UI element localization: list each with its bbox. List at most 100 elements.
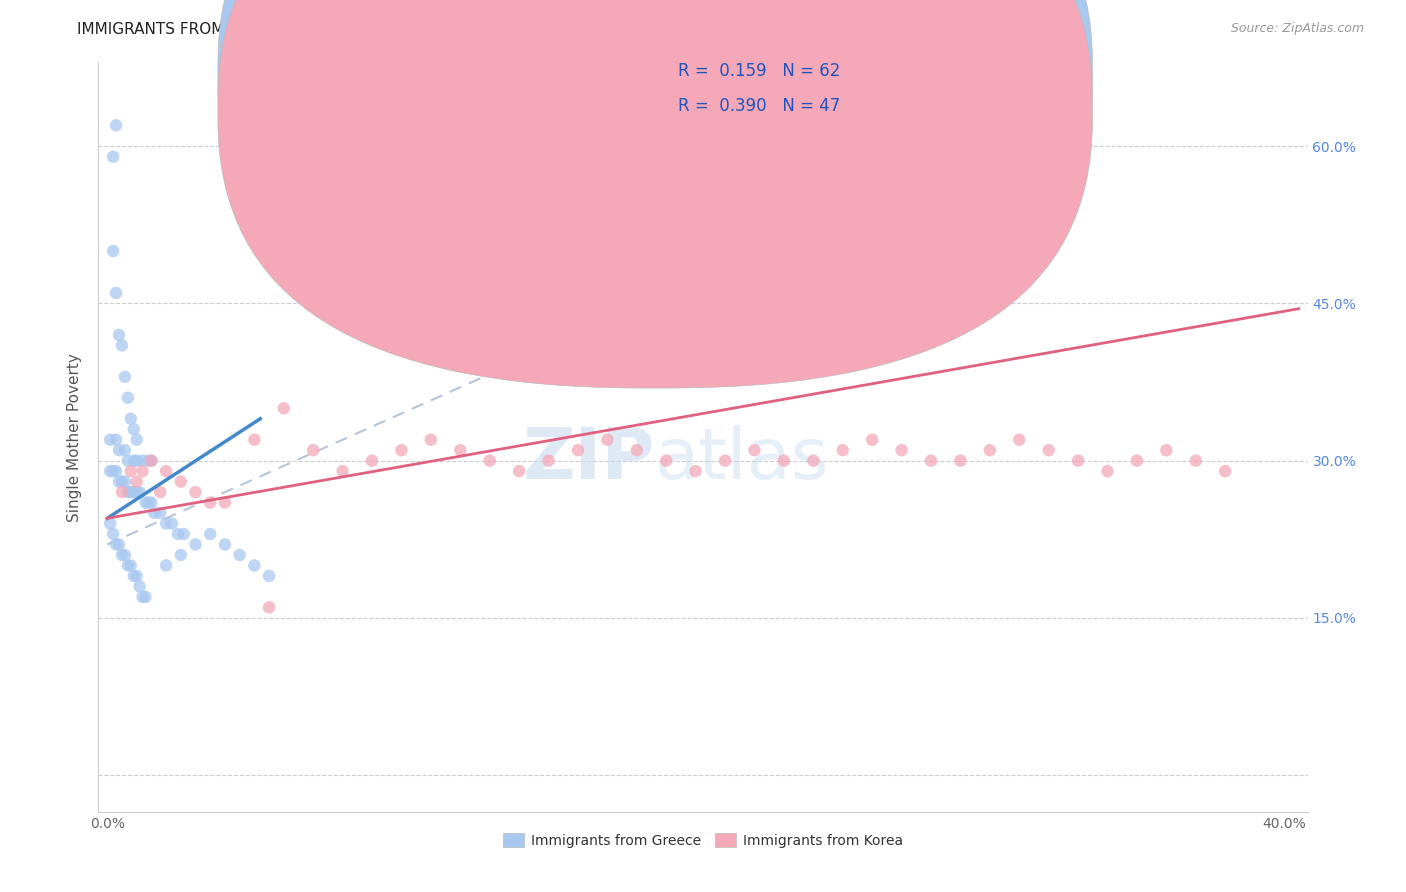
- Point: [114, 475, 136, 489]
- Point: [626, 443, 648, 458]
- Point: [1213, 464, 1236, 478]
- Point: [128, 485, 150, 500]
- Point: [1008, 433, 1031, 447]
- Point: [101, 244, 124, 258]
- Text: R =  0.390   N = 47: R = 0.390 N = 47: [678, 97, 839, 115]
- Point: [111, 475, 134, 489]
- Point: [114, 443, 136, 458]
- Point: [117, 453, 139, 467]
- Point: [155, 516, 177, 531]
- Point: [141, 453, 163, 467]
- Point: [200, 527, 222, 541]
- Point: [125, 569, 148, 583]
- Point: [567, 443, 589, 458]
- Point: [273, 401, 295, 416]
- Point: [184, 537, 207, 551]
- Point: [155, 558, 177, 573]
- Point: [111, 485, 134, 500]
- Point: [120, 485, 142, 500]
- Point: [1097, 464, 1119, 478]
- Point: [131, 464, 153, 478]
- Point: [122, 569, 145, 583]
- Point: [125, 453, 148, 467]
- Point: [117, 485, 139, 500]
- Point: [744, 443, 766, 458]
- Point: [138, 453, 160, 467]
- Point: [105, 118, 128, 132]
- Point: [108, 327, 131, 342]
- Point: [361, 453, 384, 467]
- Point: [1361, 181, 1384, 195]
- Point: [714, 453, 737, 467]
- Point: [128, 579, 150, 593]
- Point: [332, 464, 354, 478]
- Point: [478, 453, 501, 467]
- Point: [149, 485, 172, 500]
- Point: [122, 485, 145, 500]
- Point: [131, 453, 153, 467]
- Point: [979, 443, 1001, 458]
- Point: [1184, 453, 1206, 467]
- Point: [101, 464, 124, 478]
- Point: [98, 433, 121, 447]
- Point: [419, 433, 441, 447]
- Point: [860, 433, 883, 447]
- Point: [166, 527, 188, 541]
- Point: [101, 150, 124, 164]
- Point: [1126, 453, 1149, 467]
- Point: [685, 464, 707, 478]
- Point: [131, 590, 153, 604]
- Point: [141, 495, 163, 509]
- Point: [105, 537, 128, 551]
- Point: [449, 443, 471, 458]
- Point: [160, 516, 183, 531]
- Point: [111, 338, 134, 352]
- Point: [122, 453, 145, 467]
- Y-axis label: Single Mother Poverty: Single Mother Poverty: [67, 352, 83, 522]
- Point: [949, 453, 972, 467]
- Point: [243, 433, 266, 447]
- Point: [508, 464, 530, 478]
- Point: [125, 475, 148, 489]
- Text: IMMIGRANTS FROM GREECE VS IMMIGRANTS FROM KOREA SINGLE MOTHER POVERTY CORRELATIO: IMMIGRANTS FROM GREECE VS IMMIGRANTS FRO…: [77, 22, 901, 37]
- Point: [214, 537, 236, 551]
- Point: [98, 516, 121, 531]
- Point: [257, 569, 280, 583]
- Point: [105, 285, 128, 300]
- Point: [125, 485, 148, 500]
- Point: [596, 433, 619, 447]
- Point: [1156, 443, 1178, 458]
- Point: [920, 453, 942, 467]
- Point: [101, 527, 124, 541]
- Text: Source: ZipAtlas.com: Source: ZipAtlas.com: [1230, 22, 1364, 36]
- Point: [134, 495, 156, 509]
- Point: [773, 453, 796, 467]
- Point: [149, 506, 172, 520]
- Point: [111, 548, 134, 562]
- Point: [170, 475, 193, 489]
- Point: [98, 464, 121, 478]
- Point: [243, 558, 266, 573]
- Point: [537, 453, 560, 467]
- Point: [114, 369, 136, 384]
- Point: [108, 537, 131, 551]
- Point: [120, 464, 142, 478]
- Point: [108, 443, 131, 458]
- Point: [257, 600, 280, 615]
- Point: [655, 453, 678, 467]
- Point: [302, 443, 325, 458]
- Point: [105, 433, 128, 447]
- Point: [141, 453, 163, 467]
- Point: [173, 527, 195, 541]
- Point: [214, 495, 236, 509]
- Point: [138, 495, 160, 509]
- Point: [108, 475, 131, 489]
- Point: [200, 495, 222, 509]
- Point: [831, 443, 853, 458]
- Point: [184, 485, 207, 500]
- Text: R =  0.159   N = 62: R = 0.159 N = 62: [678, 62, 839, 79]
- Point: [125, 433, 148, 447]
- Text: ZIP: ZIP: [523, 425, 655, 494]
- Point: [391, 443, 413, 458]
- Point: [120, 411, 142, 425]
